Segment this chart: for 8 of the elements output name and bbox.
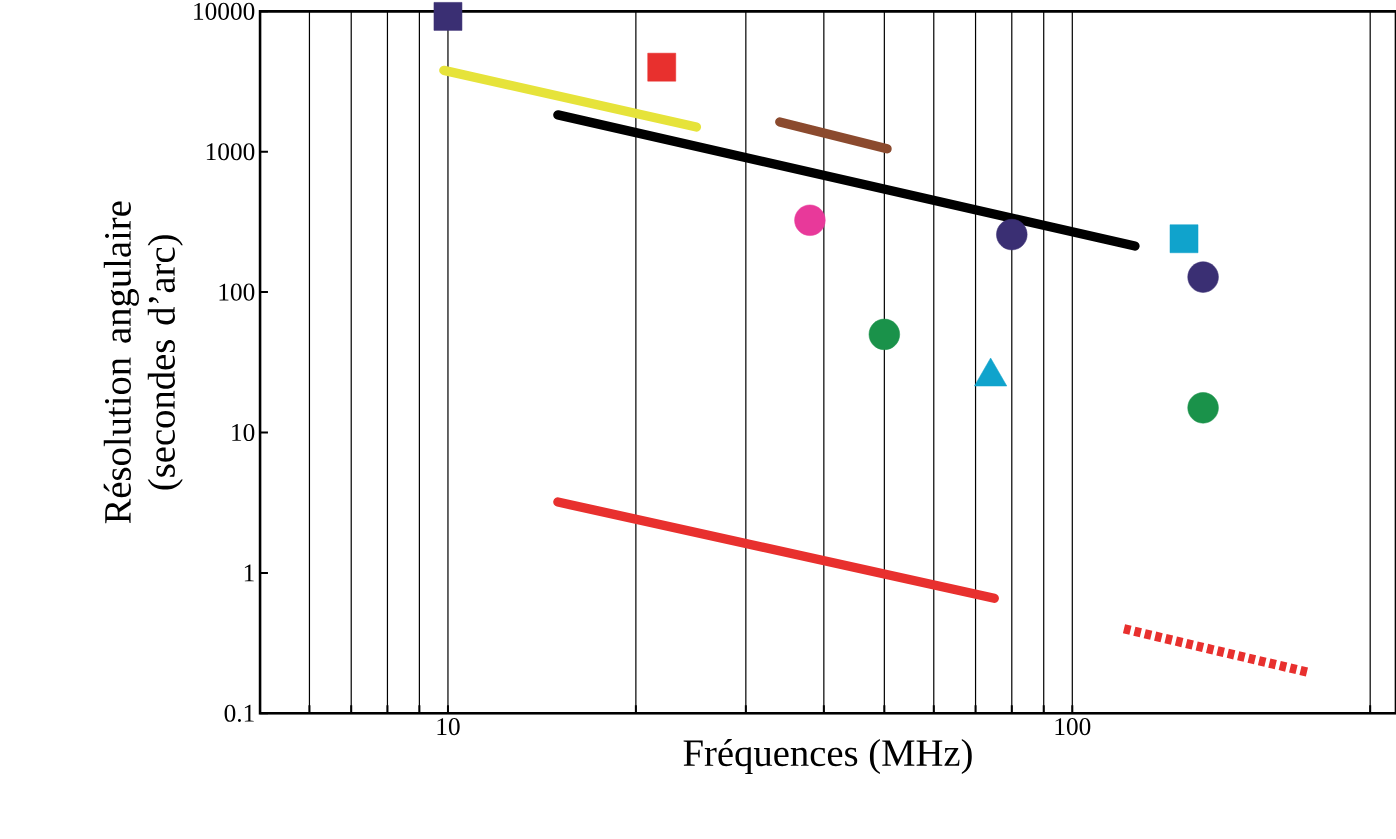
y-tick-label: 100 [219, 283, 255, 301]
y-tick-label: 1 [244, 564, 254, 582]
y-tick-label: 10000 [194, 2, 255, 21]
y-tick-label: 10 [232, 424, 255, 442]
y-axis-title: Résolution angulaire (secondes d’arc) [103, 201, 183, 524]
x-axis-title: Fréquences (MHz) [683, 739, 972, 775]
y-tick-label: 1000 [206, 143, 255, 161]
y-tick-label: 0.1 [224, 704, 254, 723]
